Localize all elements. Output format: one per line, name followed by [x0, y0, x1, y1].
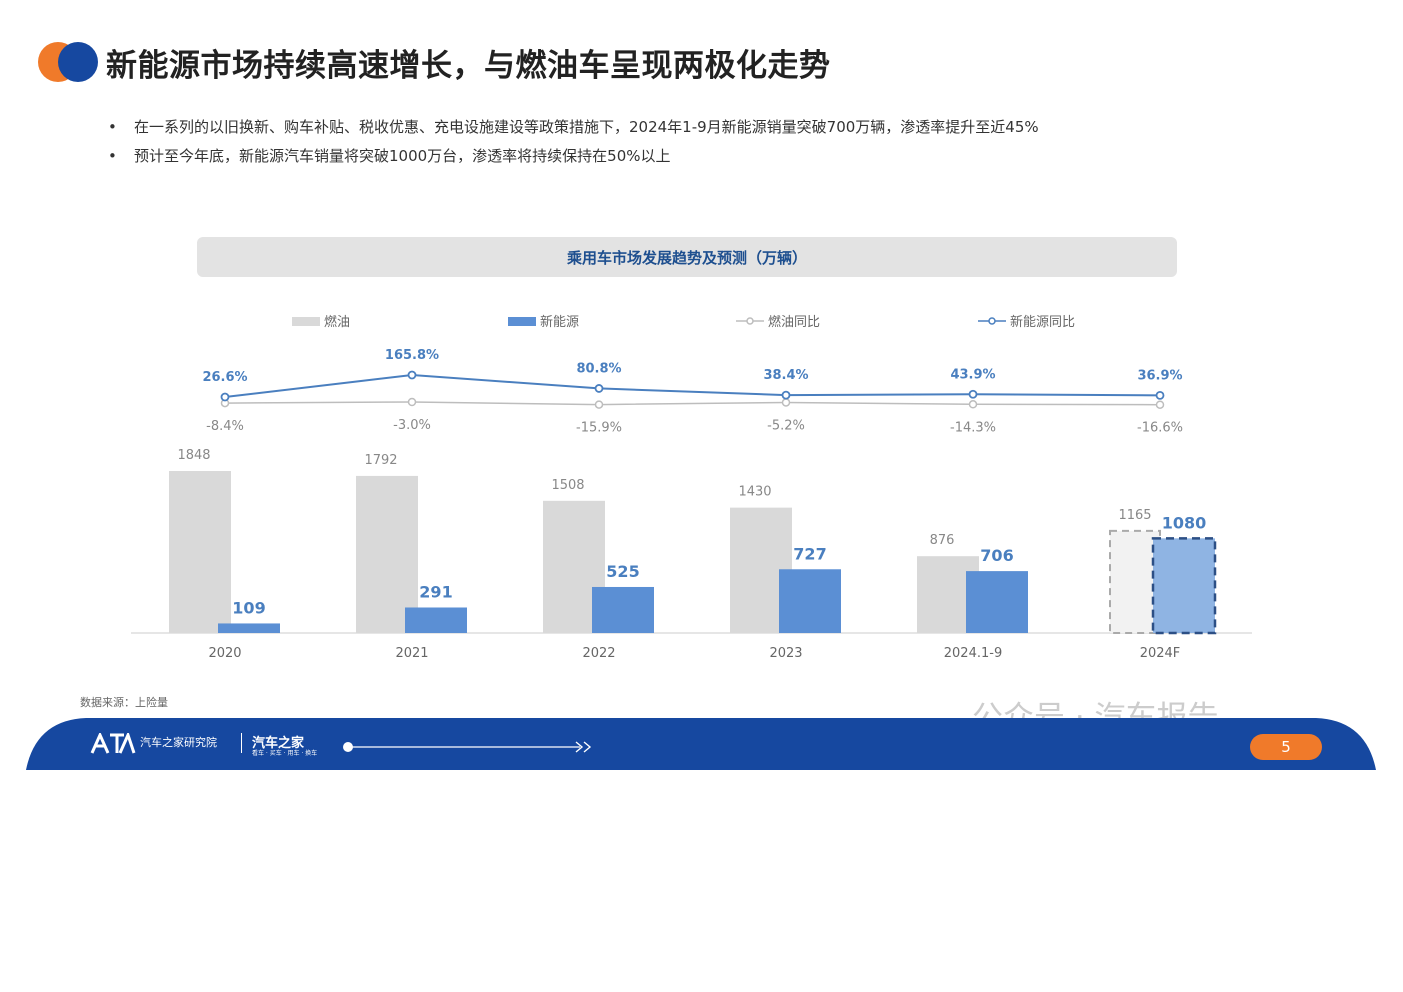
bullet-marker: • [108, 147, 117, 165]
x-tick-label: 2024F [1140, 646, 1181, 661]
legend-swatch-nev [508, 317, 536, 326]
chart-title: 乘用车市场发展趋势及预测（万辆） [197, 237, 1177, 277]
point-nev-yoy [781, 390, 791, 400]
x-tick-label: 2024.1-9 [944, 646, 1002, 661]
data-label-nev-yoy: 165.8% [385, 348, 439, 363]
legend-marker-fuel-yoy [746, 317, 754, 325]
data-label-fuel: 1165 [1118, 508, 1151, 523]
bullet-item: • 预计至今年底，新能源汽车销量将突破1000万台，渗透率将持续保持在50%以上 [108, 145, 671, 166]
page-number: 5 [1250, 734, 1322, 760]
legend-label-nev-yoy: 新能源同比 [1010, 314, 1075, 330]
bar-nev-forecast [1151, 537, 1217, 635]
data-label-nev-yoy: 36.9% [1137, 368, 1182, 383]
bar-nev [779, 569, 841, 633]
data-label-nev-yoy: 38.4% [763, 368, 808, 383]
bar-nev [592, 586, 654, 633]
point-fuel-yoy [968, 400, 978, 409]
data-label-fuel: 1848 [177, 448, 210, 463]
bullet-item: • 在一系列的以旧换新、购车补贴、税收优惠、充电设施建设等政策措施下，2024年1… [108, 116, 1039, 137]
footer-band [26, 718, 1376, 770]
data-label-nev: 727 [793, 544, 826, 563]
data-label-nev: 706 [980, 546, 1013, 565]
page-title: 新能源市场持续高速增长，与燃油车呈现两极化走势 [106, 48, 831, 84]
data-label-nev: 291 [419, 582, 452, 601]
footer-brand-research: 汽车之家研究院 [140, 736, 217, 749]
footer-divider [241, 733, 242, 753]
logo-dots-icon [38, 42, 98, 82]
point-fuel-yoy [407, 397, 417, 407]
x-tick-label: 2021 [395, 646, 428, 661]
legend-label-fuel: 燃油 [324, 314, 350, 330]
legend-marker-nev-yoy [988, 317, 996, 325]
bar-fuel [169, 471, 231, 633]
point-fuel-yoy [594, 400, 604, 409]
data-label-fuel: 876 [930, 533, 955, 548]
data-label-nev-yoy: 43.9% [950, 367, 995, 382]
bullet-text: 在一系列的以旧换新、购车补贴、税收优惠、充电设施建设等政策措施下，2024年1-… [134, 118, 1039, 136]
legend-label-fuel-yoy: 燃油同比 [768, 314, 820, 330]
progress-arrow-icon [343, 741, 592, 753]
footer-brand-autohome: 汽车之家 [252, 736, 305, 751]
point-nev-yoy [220, 392, 230, 402]
data-label-nev: 109 [232, 598, 265, 617]
atc-logo-icon [90, 733, 136, 754]
point-nev-yoy [407, 370, 417, 380]
bar-nev [218, 623, 280, 633]
bullet-text: 预计至今年底，新能源汽车销量将突破1000万台，渗透率将持续保持在50%以上 [134, 147, 671, 165]
bullet-marker: • [108, 118, 117, 136]
legend-label-nev: 新能源 [540, 314, 579, 330]
data-label-fuel-yoy: -14.3% [950, 420, 996, 435]
bar-nev [966, 571, 1028, 633]
point-fuel-yoy [781, 398, 791, 407]
x-tick-label: 2020 [208, 646, 241, 661]
data-label-fuel: 1508 [551, 478, 584, 493]
data-label-fuel-yoy: -15.9% [576, 421, 622, 436]
point-fuel-yoy [1155, 400, 1165, 409]
point-nev-yoy [968, 389, 978, 399]
bar-fuel [356, 475, 418, 633]
chart-canvas: 燃油 新能源 燃油同比 新能源同比 1848 109 2020 -8.4% 26.6% 1792 2… [131, 314, 1252, 661]
data-label-nev-yoy: 80.8% [576, 361, 621, 376]
data-source: 数据来源：上险量 [80, 696, 168, 709]
data-label-fuel-yoy: -8.4% [206, 419, 244, 434]
x-tick-label: 2022 [582, 646, 615, 661]
point-nev-yoy [1155, 390, 1165, 400]
series-line-fuel-yoy [224, 401, 1161, 406]
bar-nev [405, 607, 467, 633]
footer-brand-slogan: 看车 · 买车 · 用车 · 换车 [252, 750, 318, 757]
data-label-nev: 525 [606, 562, 639, 581]
x-tick-label: 2023 [769, 646, 802, 661]
data-label-fuel-yoy: -3.0% [393, 418, 431, 433]
data-label-fuel: 1430 [738, 485, 771, 500]
series-line-nev-yoy [224, 373, 1161, 398]
data-label-fuel-yoy: -5.2% [767, 418, 805, 433]
legend-swatch-fuel [292, 317, 320, 326]
point-nev-yoy [594, 384, 604, 393]
data-label-nev-yoy: 26.6% [202, 370, 247, 385]
data-label-fuel: 1792 [364, 453, 397, 468]
data-label-fuel-yoy: -16.6% [1137, 421, 1183, 436]
data-label-nev: 1080 [1162, 513, 1207, 532]
